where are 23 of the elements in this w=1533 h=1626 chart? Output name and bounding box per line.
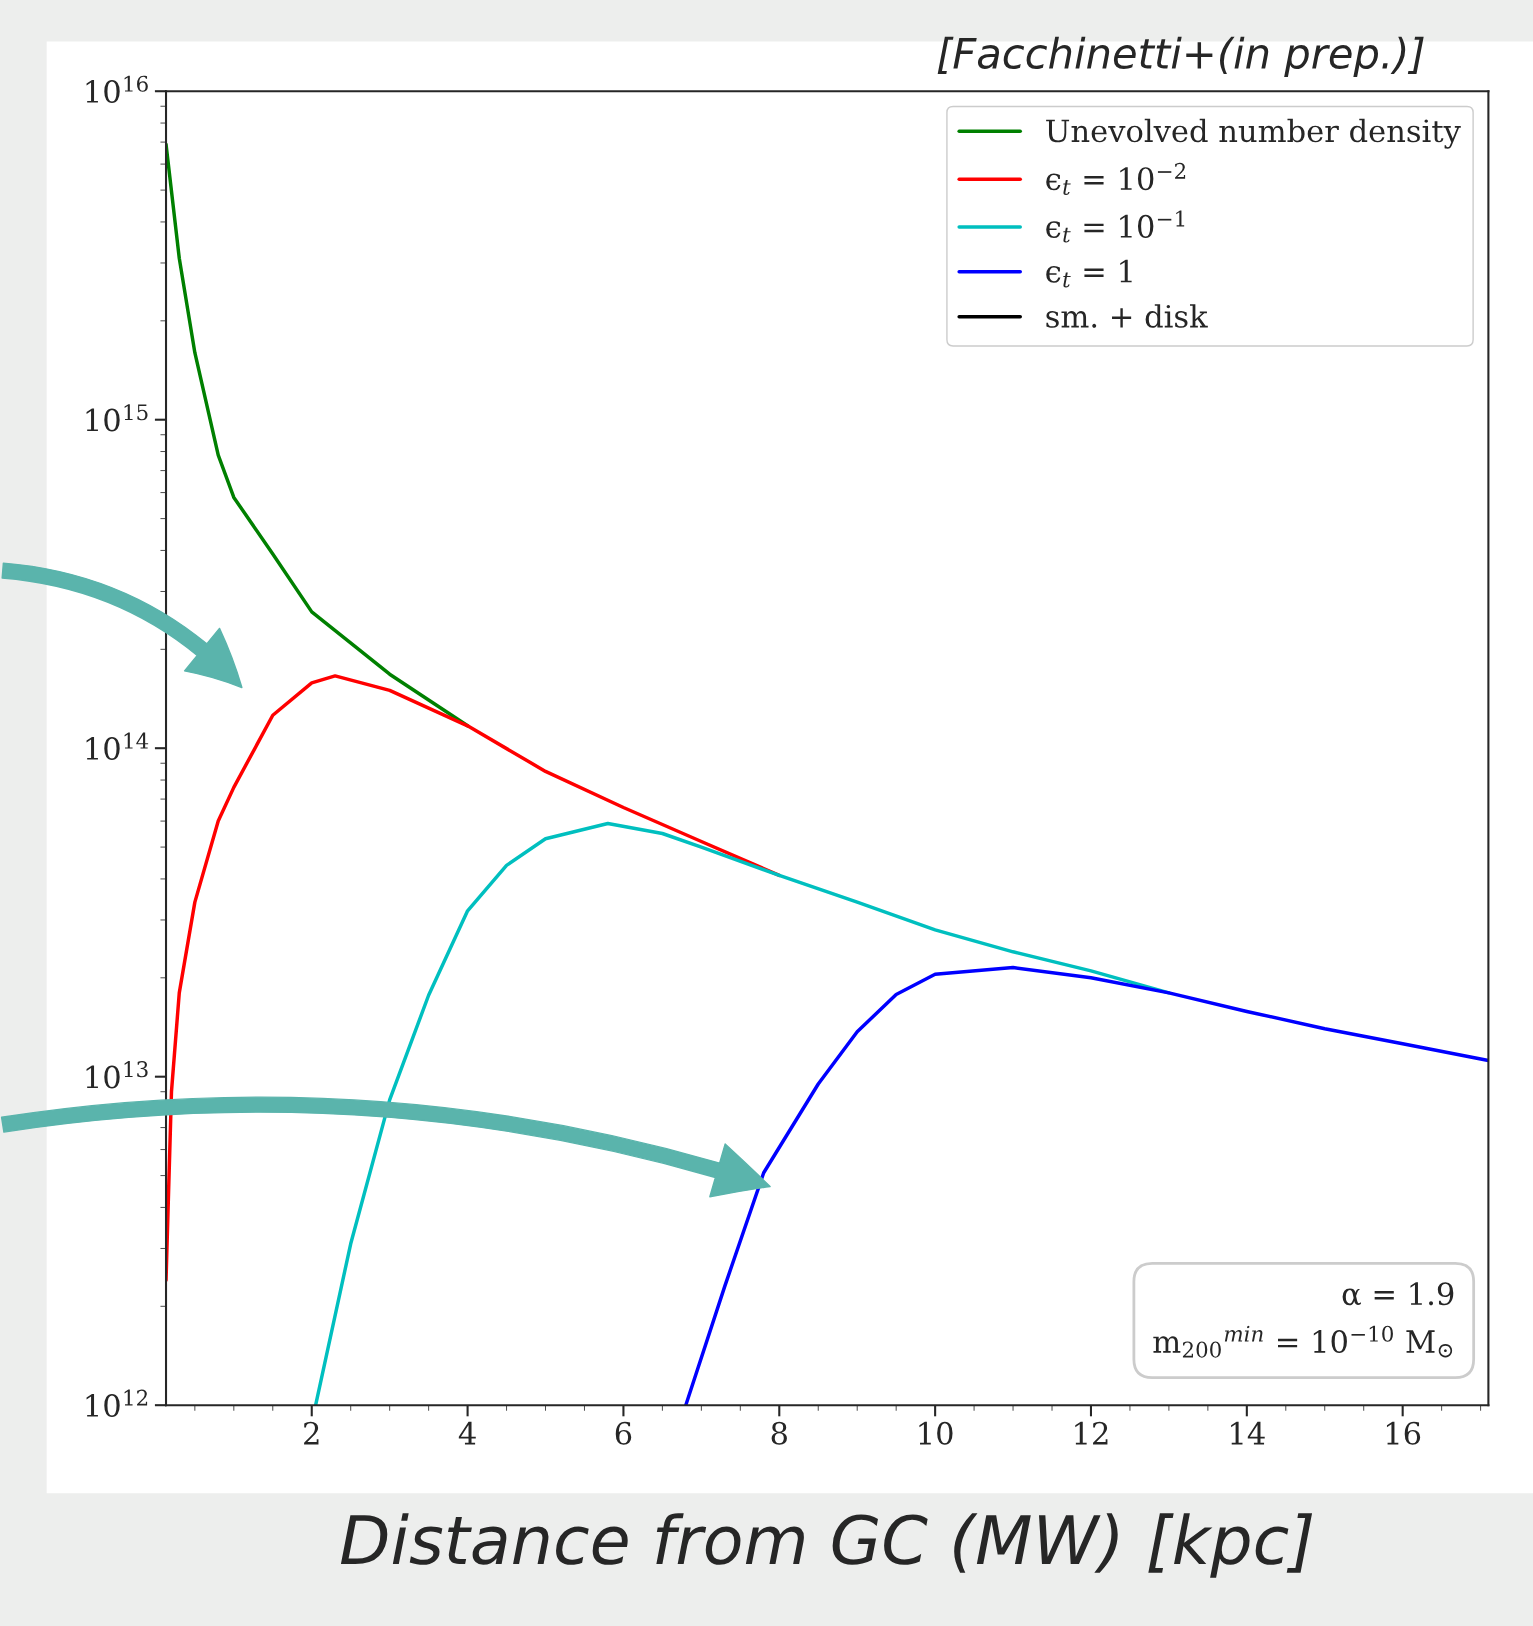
- x-tick-label: 8: [771, 1421, 787, 1445]
- y-tick-label: 10$^{12}$: [86, 1389, 148, 1418]
- legend-label: Unevolved number density: [1046, 118, 1461, 149]
- x-tick-label: 14: [1231, 1421, 1265, 1445]
- legend-label: ϵ$_{t}$ = 10$^{−2}$: [1046, 162, 1186, 195]
- y-tick-label: 10$^{16}$: [86, 75, 148, 104]
- x-tick-label: 2: [304, 1421, 319, 1445]
- y-tick-label: 10$^{14}$: [86, 732, 149, 761]
- annotation: m$_{200}$$^{min}$ = 10$^{−10}$ M$_{⊙}$: [1153, 1325, 1453, 1358]
- x-tick-label: 10: [919, 1421, 953, 1445]
- y-tick-label: 10$^{15}$: [86, 404, 148, 432]
- text: [Facchinetti+(in prep.)]: [937, 36, 1424, 78]
- line-series: [684, 965, 1489, 1406]
- annotation: α = 1.9: [1342, 1282, 1454, 1306]
- y-tick-label: 10$^{13}$: [86, 1061, 148, 1089]
- x-tick-label: 12: [1075, 1421, 1108, 1445]
- x-tick-label: 6: [615, 1421, 632, 1445]
- legend-label: sm. + disk: [1046, 304, 1208, 328]
- legend-label: ϵ$_{t}$ = 1: [1046, 259, 1132, 288]
- legend-label: ϵ$_{t}$ = 10$^{−1}$: [1046, 210, 1185, 243]
- x-tick-label: 4: [458, 1421, 476, 1445]
- x-axis-title: Distance from GC (MW) [kpc]: [340, 1513, 1313, 1578]
- x-tick-label: 16: [1386, 1421, 1421, 1445]
